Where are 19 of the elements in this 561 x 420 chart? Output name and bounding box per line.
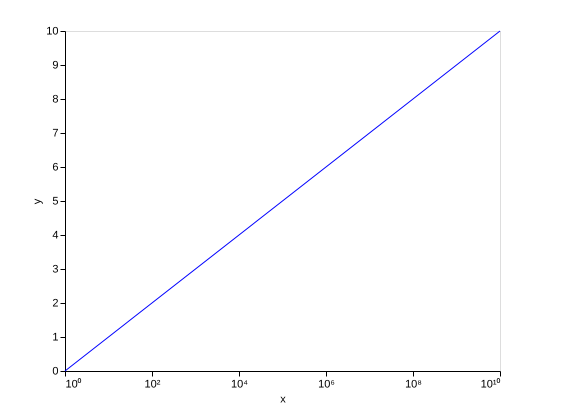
x-tick-label: 10¹⁰ <box>480 378 500 390</box>
x-tick-label: 10⁰ <box>66 378 82 390</box>
y-tick-label: 0 <box>52 366 58 378</box>
y-tick-label: 4 <box>52 230 58 242</box>
y-tick-label: 6 <box>52 162 58 174</box>
x-tick-label: 10⁴ <box>231 378 248 390</box>
x-tick-label: 10⁶ <box>318 378 335 390</box>
y-tick-label: 7 <box>52 128 58 140</box>
y-tick-label: 1 <box>52 332 58 344</box>
y-tick-label: 2 <box>52 298 58 310</box>
y-tick-label: 5 <box>52 196 58 208</box>
y-axis-title: y <box>31 198 44 204</box>
y-tick-label: 9 <box>52 60 58 72</box>
x-tick-label: 10⁸ <box>405 378 422 390</box>
x-tick-label: 10² <box>144 378 161 390</box>
y-tick-label: 8 <box>52 94 58 106</box>
y-tick-label: 10 <box>46 26 58 38</box>
x-axis-title: x <box>280 394 286 406</box>
y-tick-label: 3 <box>52 264 58 276</box>
